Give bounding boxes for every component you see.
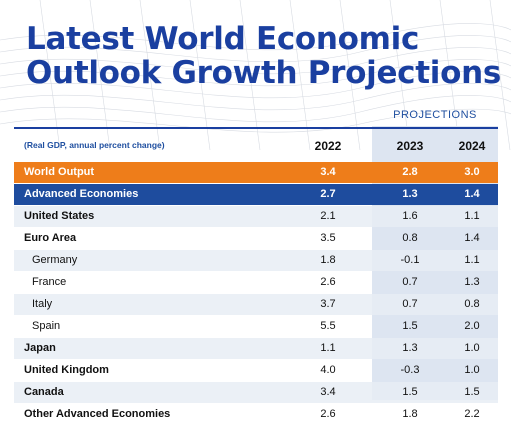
country-name: Japan	[24, 342, 56, 354]
value-2024: 1.5	[464, 386, 480, 398]
table-row: United Kingdom 4.0 -0.3 1.0	[14, 360, 498, 381]
table-subtitle: (Real GDP, annual percent change)	[24, 140, 165, 150]
value-2022: 5.5	[320, 320, 336, 332]
value-2023: 0.8	[402, 232, 418, 244]
value-2022: 2.7	[320, 188, 336, 200]
value-2023: 1.5	[402, 320, 418, 332]
country-name: France	[32, 276, 67, 288]
country-name: Other Advanced Economies	[24, 408, 171, 420]
value-2022: 2.6	[320, 408, 336, 420]
table-body: World Output 3.4 2.8 3.0 Advanced Economies 2…	[14, 162, 498, 426]
value-2024: 1.0	[464, 342, 480, 354]
country-name: Spain	[32, 320, 61, 332]
value-2024: 0.8	[464, 298, 480, 310]
value-2023: 0.7	[402, 298, 418, 310]
table-row: Japan 1.1 1.3 1.0	[14, 338, 498, 359]
value-2023: 1.3	[402, 188, 418, 200]
table-row: United States 2.1 1.6 1.1	[14, 206, 498, 227]
table-row: Germany 1.8 -0.1 1.1	[14, 250, 498, 271]
value-2022: 3.5	[320, 232, 336, 244]
year-header-2024: 2024	[458, 139, 486, 153]
background-wave-pattern	[0, 0, 511, 150]
value-2023: 1.5	[402, 386, 418, 398]
country-name: Euro Area	[24, 232, 77, 244]
value-2023: 2.8	[402, 166, 418, 178]
value-2022: 1.1	[320, 342, 336, 354]
value-2023: -0.1	[400, 254, 420, 266]
table-row: France 2.6 0.7 1.3	[14, 272, 498, 293]
table-row: Advanced Economies 2.7 1.3 1.4	[14, 184, 498, 205]
table-row: Italy 3.7 0.7 0.8	[14, 294, 498, 315]
value-2024: 1.1	[464, 210, 480, 222]
title-line-2: Outlook Growth Projections	[26, 55, 502, 91]
value-2022: 4.0	[320, 364, 336, 376]
country-name: Italy	[32, 298, 53, 310]
table-row: Euro Area 3.5 0.8 1.4	[14, 228, 498, 249]
value-2024: 1.3	[464, 276, 480, 288]
projections-label: PROJECTIONS	[393, 109, 477, 121]
value-2023: 1.6	[402, 210, 418, 222]
year-header-2023: 2023	[396, 139, 424, 153]
value-2024: 1.1	[464, 254, 480, 266]
year-header-2022: 2022	[314, 139, 342, 153]
page-title: Latest World Economic Outlook Growth Pro…	[26, 22, 501, 90]
value-2022: 2.6	[320, 276, 336, 288]
table-header: (Real GDP, annual percent change) 2022 2…	[14, 127, 498, 162]
country-name: United States	[24, 210, 95, 222]
table-row: Canada 3.4 1.5 1.5	[14, 382, 498, 403]
value-2024: 3.0	[464, 166, 480, 178]
value-2023: 1.3	[402, 342, 418, 354]
country-name: United Kingdom	[24, 364, 109, 376]
title-line-1: Latest World Economic	[26, 21, 420, 57]
table-row: Spain 5.5 1.5 2.0	[14, 316, 498, 337]
value-2023: 0.7	[402, 276, 418, 288]
value-2022: 3.7	[320, 298, 336, 310]
table-row: World Output 3.4 2.8 3.0	[14, 162, 498, 183]
value-2024: 2.2	[464, 408, 480, 420]
value-2024: 2.0	[464, 320, 480, 332]
country-name: World Output	[24, 166, 95, 178]
country-name: Canada	[24, 386, 64, 398]
value-2024: 1.4	[464, 188, 480, 200]
value-2023: -0.3	[400, 364, 420, 376]
table-row: Other Advanced Economies 2.6 1.8 2.2	[14, 404, 498, 425]
value-2022: 3.4	[320, 386, 336, 398]
value-2023: 1.8	[402, 408, 418, 420]
value-2024: 1.0	[464, 364, 480, 376]
country-name: Germany	[32, 254, 78, 266]
country-name: Advanced Economies	[24, 188, 139, 200]
value-2022: 3.4	[320, 166, 336, 178]
value-2022: 1.8	[320, 254, 336, 266]
value-2024: 1.4	[464, 232, 480, 244]
value-2022: 2.1	[320, 210, 336, 222]
